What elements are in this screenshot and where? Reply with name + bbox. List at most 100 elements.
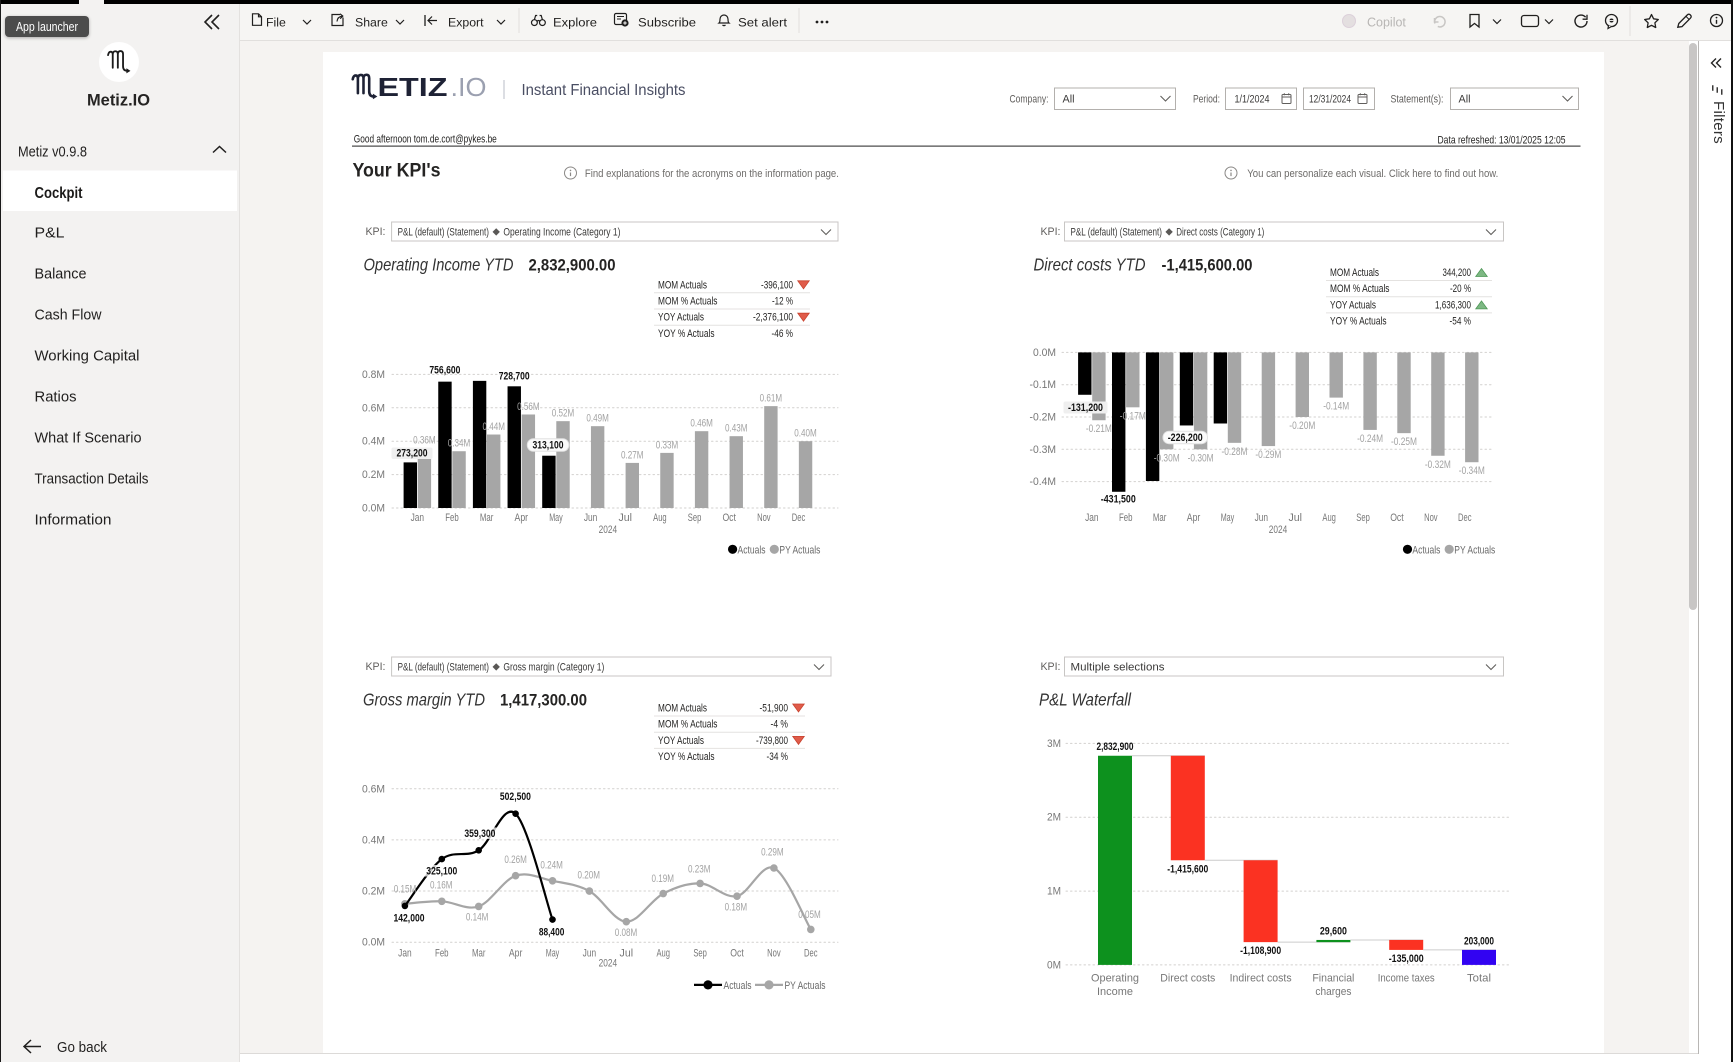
svg-text:Aug: Aug — [656, 947, 670, 959]
svg-text:Oct: Oct — [722, 512, 736, 524]
svg-text:Aug: Aug — [1322, 512, 1336, 524]
svg-text:-54 %: -54 % — [1450, 316, 1472, 328]
svg-text:-0.24M: -0.24M — [1357, 433, 1383, 445]
svg-text:May: May — [549, 512, 563, 524]
svg-text:Subscribe: Subscribe — [638, 16, 696, 30]
svg-text:MOM Actuals: MOM Actuals — [658, 703, 707, 715]
svg-text:All: All — [1458, 94, 1470, 106]
svg-text:1M: 1M — [1047, 886, 1061, 898]
svg-text:273,200: 273,200 — [397, 448, 428, 460]
svg-text:Actuals: Actuals — [738, 544, 766, 556]
svg-text:Mar: Mar — [472, 947, 486, 959]
svg-text:-2,376,100: -2,376,100 — [753, 312, 793, 324]
svg-text:YOY % Actuals: YOY % Actuals — [1330, 316, 1387, 328]
svg-text:P&L Waterfall: P&L Waterfall — [1039, 690, 1132, 710]
svg-text:2024: 2024 — [1269, 524, 1288, 536]
svg-text:0.36M: 0.36M — [413, 434, 436, 446]
svg-text:0.6M: 0.6M — [362, 402, 385, 414]
svg-text:-396,100: -396,100 — [761, 279, 793, 291]
svg-text:2,832,900: 2,832,900 — [1097, 741, 1134, 753]
svg-text:Jul: Jul — [619, 512, 633, 524]
svg-text:Gross margin (Category 1): Gross margin (Category 1) — [503, 662, 604, 674]
svg-text:MOM Actuals: MOM Actuals — [658, 279, 707, 291]
svg-text:Mar: Mar — [1153, 512, 1167, 524]
svg-text:PY Actuals: PY Actuals — [779, 544, 820, 556]
svg-text:KPI:: KPI: — [1041, 661, 1061, 673]
svg-text:1/1/2024: 1/1/2024 — [1234, 94, 1269, 106]
svg-text:Metiz.IO: Metiz.IO — [87, 92, 150, 110]
svg-text:0.0M: 0.0M — [362, 937, 385, 949]
svg-text:0.46M: 0.46M — [690, 418, 713, 430]
svg-text:0.4M: 0.4M — [362, 436, 385, 448]
svg-text:Actuals: Actuals — [1412, 544, 1440, 556]
svg-text:Financial: Financial — [1312, 973, 1354, 985]
svg-text:-0.2M: -0.2M — [1030, 412, 1057, 424]
svg-text:0.52M: 0.52M — [552, 408, 575, 420]
svg-text:P&L: P&L — [35, 225, 65, 242]
svg-text:0.33M: 0.33M — [656, 439, 679, 451]
svg-text:Feb: Feb — [445, 512, 459, 524]
svg-text:Direct costs YTD: Direct costs YTD — [1034, 255, 1146, 275]
svg-text:Sep: Sep — [688, 512, 702, 524]
svg-text:Metiz v0.9.8: Metiz v0.9.8 — [18, 145, 87, 161]
svg-text:YOY Actuals: YOY Actuals — [658, 312, 704, 324]
svg-text:Apr: Apr — [509, 947, 523, 959]
svg-text:0.29M: 0.29M — [761, 847, 784, 859]
svg-text:Information: Information — [35, 512, 112, 529]
svg-text:Go back: Go back — [57, 1039, 107, 1056]
svg-text:Dec: Dec — [792, 512, 806, 524]
svg-text:Operating Income YTD: Operating Income YTD — [364, 255, 514, 275]
svg-text:Aug: Aug — [653, 512, 667, 524]
svg-text:-0.1M: -0.1M — [1030, 379, 1057, 391]
svg-text:-0.32M: -0.32M — [1425, 459, 1451, 471]
svg-text:0.8M: 0.8M — [362, 369, 385, 381]
svg-text:What If Scenario: What If Scenario — [35, 430, 142, 447]
svg-text:MOM % Actuals: MOM % Actuals — [658, 719, 718, 731]
svg-text:-131,200: -131,200 — [1068, 402, 1103, 414]
svg-text:2,832,900.00: 2,832,900.00 — [529, 257, 616, 275]
svg-text:344,200: 344,200 — [1443, 267, 1472, 279]
svg-text:Copilot: Copilot — [1367, 16, 1406, 30]
svg-text:YOY Actuals: YOY Actuals — [1330, 299, 1376, 311]
svg-text:0.14M: 0.14M — [466, 911, 489, 923]
svg-text:-1,108,900: -1,108,900 — [1240, 945, 1281, 957]
svg-text:-20 %: -20 % — [1450, 283, 1471, 295]
svg-text:Jun: Jun — [584, 512, 598, 524]
svg-text:728,700: 728,700 — [499, 371, 530, 383]
svg-text:YOY % Actuals: YOY % Actuals — [658, 751, 715, 763]
svg-text:-0.28M: -0.28M — [1222, 446, 1248, 458]
svg-text:Income taxes: Income taxes — [1378, 973, 1435, 985]
svg-text:YOY Actuals: YOY Actuals — [658, 735, 704, 747]
svg-text:-51,900: -51,900 — [760, 703, 789, 715]
svg-text:29,600: 29,600 — [1320, 925, 1347, 937]
svg-text:Oct: Oct — [730, 947, 744, 959]
svg-text:Period:: Period: — [1193, 94, 1220, 106]
svg-text:142,000: 142,000 — [394, 913, 425, 925]
svg-text:0.27M: 0.27M — [621, 449, 644, 461]
svg-text:0.0M: 0.0M — [362, 503, 385, 515]
svg-text:Ratios: Ratios — [35, 389, 77, 406]
svg-text:Set alert: Set alert — [738, 16, 788, 30]
svg-text:359,300: 359,300 — [464, 828, 495, 840]
svg-text:502,500: 502,500 — [500, 791, 531, 803]
svg-text:App launcher: App launcher — [16, 20, 78, 34]
svg-text:0.6M: 0.6M — [362, 783, 385, 795]
svg-text:Good afternoon tom.de.cort@pyk: Good afternoon tom.de.cort@pykes.be — [353, 134, 496, 146]
svg-text:-0.30M: -0.30M — [1188, 452, 1214, 464]
svg-text:Nov: Nov — [757, 512, 771, 524]
svg-text:88,400: 88,400 — [539, 926, 565, 938]
svg-text:0.16M: 0.16M — [430, 880, 453, 892]
svg-text:Jan: Jan — [1085, 512, 1099, 524]
svg-text:Apr: Apr — [1187, 512, 1201, 524]
svg-text:0.2M: 0.2M — [362, 886, 385, 898]
svg-text:-135,000: -135,000 — [1389, 953, 1424, 965]
svg-text:Operating Income (Category 1): Operating Income (Category 1) — [503, 227, 620, 239]
svg-text:Oct: Oct — [1390, 512, 1404, 524]
svg-text:3M: 3M — [1047, 738, 1061, 750]
svg-text:Gross margin YTD: Gross margin YTD — [363, 690, 485, 710]
svg-text:Feb: Feb — [435, 947, 449, 959]
svg-text:756,600: 756,600 — [429, 365, 460, 377]
svg-text:0.08M: 0.08M — [615, 927, 638, 939]
svg-text:Your KPI's: Your KPI's — [352, 160, 440, 182]
svg-text:Data refreshed: 13/01/2025 12:: Data refreshed: 13/01/2025 12:05 — [1437, 135, 1565, 147]
